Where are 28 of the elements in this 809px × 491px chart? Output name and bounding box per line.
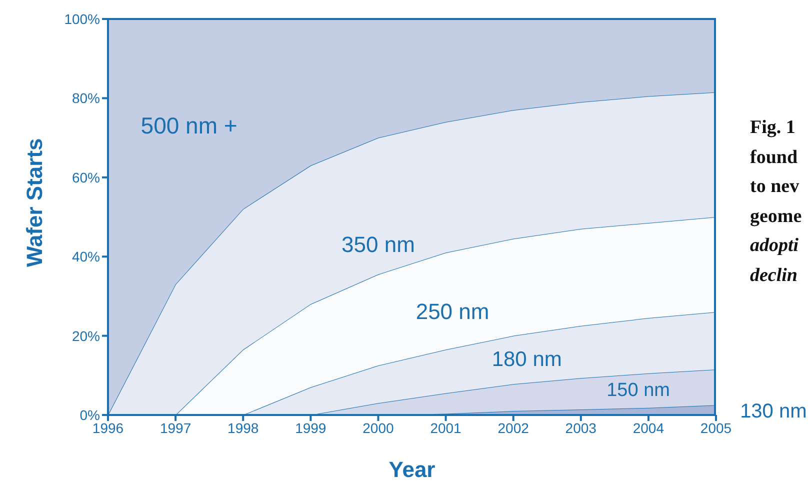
text: geome	[750, 204, 802, 228]
y-tick-label: 40%	[72, 248, 100, 265]
series-label: 150 nm	[606, 380, 670, 402]
series-label: 130 nm	[740, 400, 807, 424]
x-tick-label: 2003	[565, 420, 597, 436]
series-label: 250 nm	[416, 299, 490, 326]
text: to nev	[750, 175, 800, 199]
y-axis-title: Wafer Starts	[22, 138, 47, 267]
x-tick-label: 2005	[700, 420, 732, 436]
y-tick-label: 80%	[72, 90, 100, 106]
x-tick-label: 1997	[160, 420, 192, 436]
text: declin	[750, 264, 798, 288]
series-label: 180 nm	[492, 348, 562, 372]
x-tick-label: 2001	[430, 420, 462, 436]
x-tick-label: 2000	[362, 420, 394, 436]
text: found	[750, 146, 799, 170]
x-axis-title: Year	[388, 457, 436, 482]
x-tick-label: 2004	[632, 420, 664, 436]
x-tick-label: 1998	[228, 420, 259, 436]
y-tick-label: 60%	[72, 169, 100, 186]
caption: Fig. 1	[750, 116, 796, 140]
x-tick-label: 2002	[498, 420, 530, 436]
x-tick-label: 1999	[295, 420, 326, 436]
y-tick-label: 20%	[72, 328, 100, 344]
series-label: 350 nm	[342, 232, 415, 258]
text: adopti	[750, 234, 800, 258]
series-label: 500 nm +	[140, 112, 238, 140]
y-tick-label: 100%	[64, 10, 100, 27]
